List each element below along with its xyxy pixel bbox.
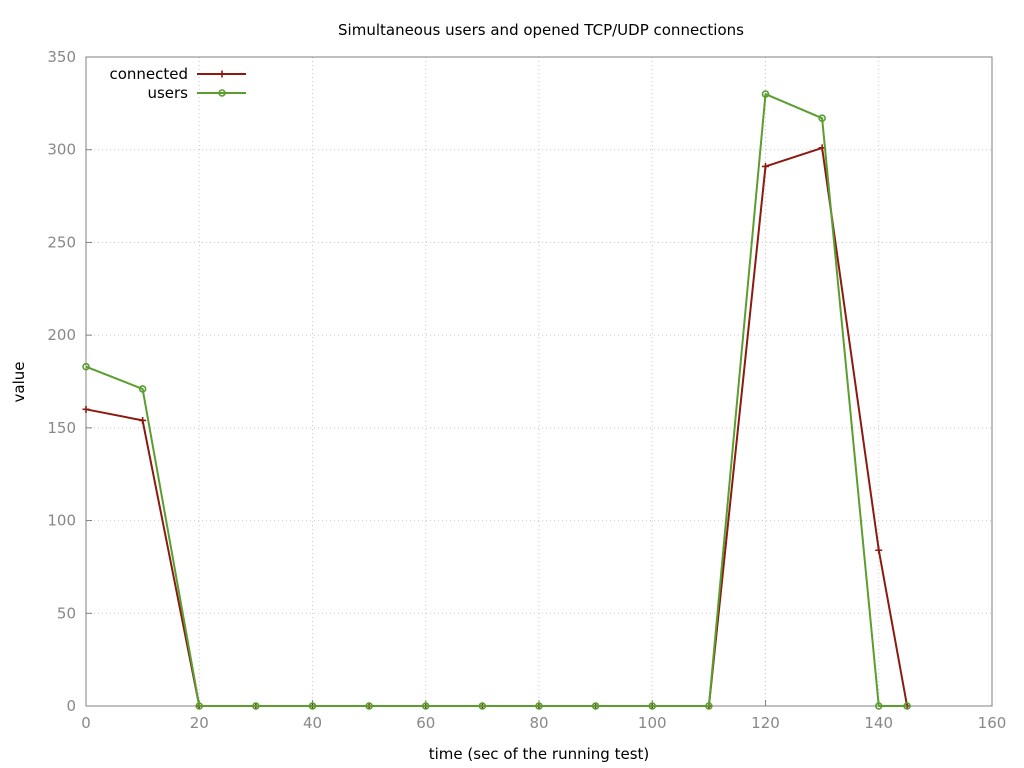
data-point-users bbox=[421, 702, 430, 710]
y-tick-label: 300 bbox=[47, 141, 76, 159]
data-point-users bbox=[705, 702, 713, 710]
x-tick-label: 120 bbox=[751, 714, 780, 732]
data-point-connected bbox=[82, 405, 90, 413]
data-point-users bbox=[874, 702, 883, 710]
data-point-users bbox=[195, 702, 204, 710]
y-tick-label: 100 bbox=[47, 512, 76, 530]
series-line-connected bbox=[85, 146, 909, 707]
data-point-connected bbox=[139, 416, 147, 424]
data-point-users bbox=[365, 702, 373, 710]
chart-title: Simultaneous users and opened TCP/UDP co… bbox=[338, 21, 744, 39]
x-tick-label: 0 bbox=[81, 714, 91, 732]
series-line-users bbox=[85, 93, 908, 707]
data-point-users bbox=[535, 702, 543, 710]
grid-lines bbox=[86, 57, 992, 706]
x-axis-label: time (sec of the running test) bbox=[429, 745, 650, 763]
data-point-users bbox=[903, 702, 911, 710]
y-tick-label: 150 bbox=[47, 419, 76, 437]
x-tick-label: 20 bbox=[190, 714, 209, 732]
data-point-users bbox=[478, 702, 487, 710]
x-tick-label: 140 bbox=[864, 714, 893, 732]
data-point-users bbox=[252, 702, 260, 710]
data-point-users bbox=[648, 702, 657, 710]
y-tick-label: 200 bbox=[47, 326, 76, 344]
x-tick-label: 80 bbox=[529, 714, 548, 732]
series-layer bbox=[82, 90, 911, 710]
data-point-users bbox=[308, 702, 317, 710]
legend-label-users: users bbox=[147, 84, 188, 102]
y-tick-label: 50 bbox=[57, 604, 76, 622]
data-point-users bbox=[818, 114, 826, 122]
legend-label-connected: connected bbox=[109, 65, 188, 83]
x-tick-label: 60 bbox=[416, 714, 435, 732]
data-point-connected bbox=[875, 546, 883, 554]
data-point-users bbox=[761, 90, 770, 98]
x-tick-label: 100 bbox=[638, 714, 667, 732]
series-users bbox=[82, 90, 911, 710]
legend-marker-users bbox=[218, 89, 226, 97]
data-point-users bbox=[591, 702, 600, 710]
series-connected bbox=[82, 144, 911, 710]
y-axis-label: value bbox=[10, 362, 28, 403]
data-point-connected bbox=[762, 162, 769, 170]
y-tick-label: 0 bbox=[66, 697, 76, 715]
y-tick-label: 350 bbox=[47, 48, 76, 66]
y-tick-label: 250 bbox=[47, 233, 76, 251]
axis-ticks: 0 20 40 60 80 100 120 140 160 0 50 100 150 200 250 300 3… bbox=[47, 48, 1006, 732]
x-tick-label: 160 bbox=[978, 714, 1007, 732]
legend-marker-connected bbox=[218, 70, 226, 78]
x-tick-label: 40 bbox=[303, 714, 322, 732]
data-point-users bbox=[138, 385, 147, 393]
data-point-users bbox=[82, 362, 90, 371]
